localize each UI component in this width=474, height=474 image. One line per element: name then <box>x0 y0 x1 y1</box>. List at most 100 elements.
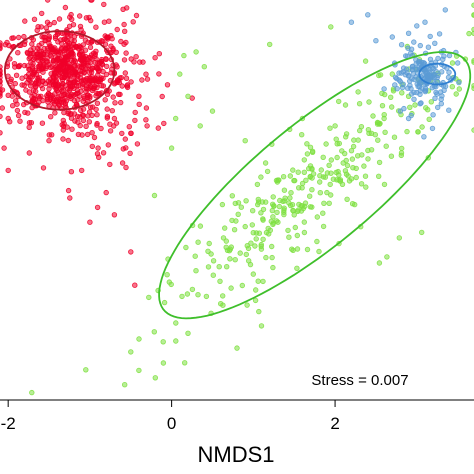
data-point-s0-792 <box>67 93 73 100</box>
data-point-s1-86 <box>391 134 398 140</box>
data-point-s0-685 <box>122 136 128 142</box>
data-point-s1-369 <box>250 271 256 277</box>
data-point-s0-414 <box>104 106 110 112</box>
data-point-s1-92 <box>363 184 369 190</box>
data-point-s1-164 <box>121 382 128 388</box>
data-point-s1-54 <box>361 163 367 169</box>
data-point-s1-273 <box>336 98 342 105</box>
data-point-s0-719 <box>89 104 96 110</box>
data-point-s0-630 <box>51 46 57 52</box>
data-point-s1-289 <box>249 222 255 228</box>
data-point-s0-746 <box>72 118 78 124</box>
data-point-s1-364 <box>332 123 338 129</box>
data-point-s2-128 <box>421 134 427 140</box>
data-point-s0-781 <box>85 60 91 66</box>
data-point-s0-721 <box>100 68 106 75</box>
data-point-s1-319 <box>195 239 201 245</box>
data-point-s1-114 <box>328 192 334 198</box>
data-point-s1-261 <box>304 141 310 147</box>
data-point-s1-212 <box>263 229 270 236</box>
data-point-s1-255 <box>449 60 456 66</box>
data-point-s1-20 <box>334 154 340 161</box>
data-point-s1-124 <box>252 243 258 249</box>
data-point-s0-594 <box>42 38 48 44</box>
data-point-s1-254 <box>208 251 214 257</box>
data-point-s1-208 <box>375 120 381 126</box>
data-point-s1-270 <box>255 201 261 208</box>
data-point-s0-839 <box>103 189 109 196</box>
data-point-s0-631 <box>33 88 39 95</box>
data-point-s1-297 <box>471 127 474 133</box>
data-point-s0-635 <box>5 92 11 98</box>
data-point-s2-154 <box>413 61 419 67</box>
data-point-s0-21 <box>48 113 54 120</box>
data-point-s0-367 <box>45 0 51 3</box>
data-point-s0-733 <box>68 16 75 22</box>
data-point-s0-730 <box>68 50 75 56</box>
data-point-s1-311 <box>317 189 323 196</box>
data-point-s2-168 <box>414 23 420 29</box>
data-point-s0-755 <box>61 62 67 68</box>
data-point-s0-761 <box>121 41 127 47</box>
data-point-s1-14 <box>160 339 166 345</box>
data-point-s0-771 <box>102 97 108 103</box>
confidence-ellipse-0 <box>3 30 116 111</box>
data-point-s1-376 <box>234 345 240 351</box>
data-point-s1-372 <box>160 360 167 366</box>
data-point-s0-72 <box>39 10 45 17</box>
x-ticks: -2 0 2 <box>1 400 340 433</box>
data-point-s0-361 <box>40 57 46 64</box>
data-point-s0-683 <box>94 122 100 128</box>
data-point-s1-374 <box>128 349 134 355</box>
data-point-s1-152 <box>327 181 333 188</box>
data-point-s0-751 <box>126 123 132 130</box>
data-point-s0-706 <box>102 41 109 47</box>
data-point-s0-543 <box>100 83 107 89</box>
data-point-s0-799 <box>60 123 67 129</box>
data-point-s1-180 <box>348 147 355 154</box>
data-point-s1-221 <box>166 279 172 285</box>
data-point-s2-161 <box>422 87 429 93</box>
data-point-s1-259 <box>355 153 361 159</box>
data-point-s1-190 <box>320 223 327 230</box>
data-point-s1-335 <box>399 90 405 96</box>
data-point-s1-141 <box>206 240 212 247</box>
data-point-s0-554 <box>22 109 28 116</box>
data-point-s0-831 <box>62 100 69 107</box>
data-point-s1-277 <box>299 131 305 138</box>
data-point-s0-760 <box>116 79 123 86</box>
data-point-s1-146 <box>294 232 300 239</box>
data-point-s0-20 <box>94 111 100 118</box>
data-point-s1-215 <box>271 203 277 209</box>
data-point-s1-151 <box>333 136 339 142</box>
data-point-s0-647 <box>53 63 59 70</box>
data-point-s2-123 <box>410 63 416 70</box>
data-point-s1-279 <box>181 360 188 366</box>
data-point-s0-758 <box>136 101 142 107</box>
data-point-s0-678 <box>155 125 161 131</box>
data-point-s1-296 <box>195 292 201 298</box>
data-point-s0-648 <box>14 107 21 114</box>
data-point-s1-321 <box>349 200 356 207</box>
data-point-s1-315 <box>345 173 351 179</box>
data-point-s1-155 <box>235 211 241 217</box>
data-point-s1-318 <box>328 24 334 30</box>
data-point-s0-679 <box>59 88 65 94</box>
data-point-s1-74 <box>303 177 309 183</box>
data-point-s0-404 <box>16 34 22 41</box>
data-point-s0-650 <box>65 137 71 144</box>
data-point-s1-358 <box>209 108 216 114</box>
data-point-s2-117 <box>440 56 446 62</box>
data-point-s0-676 <box>127 150 133 156</box>
data-point-s0-185 <box>128 79 134 85</box>
data-point-s0-768 <box>89 143 95 150</box>
data-point-s1-331 <box>229 193 235 199</box>
data-point-s1-342 <box>398 150 405 156</box>
data-point-s2-145 <box>406 72 412 79</box>
data-point-s0-646 <box>41 51 47 57</box>
data-point-s1-175 <box>376 173 382 179</box>
data-point-s1-127 <box>350 143 357 150</box>
data-point-s1-99 <box>184 291 191 297</box>
data-point-s1-334 <box>471 85 474 91</box>
data-point-s0-738 <box>107 161 113 168</box>
